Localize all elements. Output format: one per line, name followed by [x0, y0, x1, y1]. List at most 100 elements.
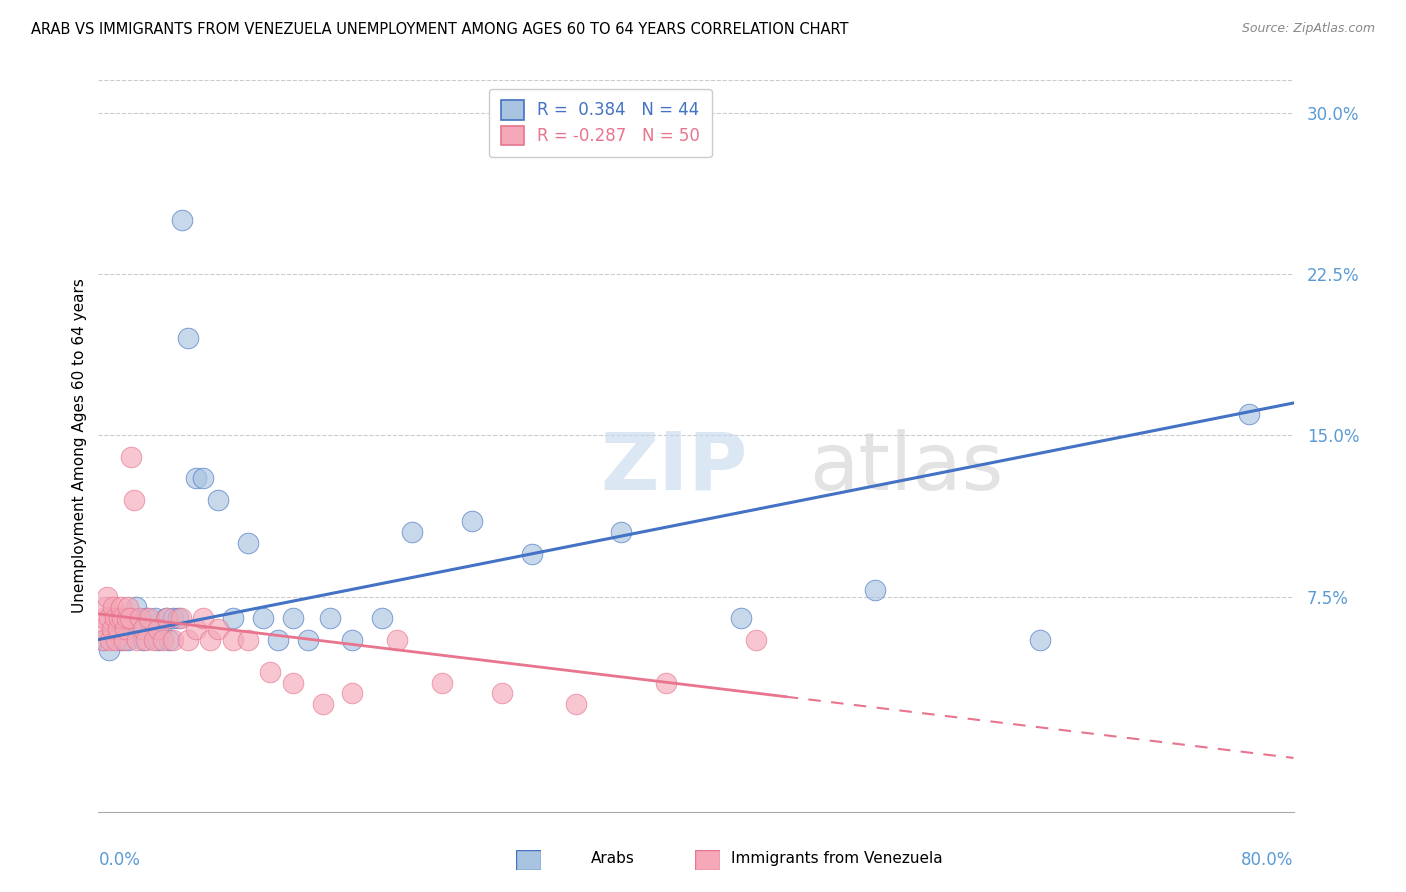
Point — [865, 583, 887, 598]
Point — [155, 611, 177, 625]
Point — [610, 524, 633, 539]
Point — [222, 611, 245, 625]
Point — [162, 632, 184, 647]
Point — [101, 622, 124, 636]
Text: Immigrants from Venezuela: Immigrants from Venezuela — [731, 851, 943, 865]
Point — [138, 611, 160, 625]
Text: atlas: atlas — [810, 429, 1004, 507]
Point — [128, 622, 150, 636]
Point — [191, 611, 214, 625]
Point — [93, 611, 115, 625]
Point — [129, 611, 152, 625]
Point — [96, 590, 118, 604]
Point — [148, 622, 170, 636]
Point — [127, 632, 149, 647]
Text: Source: ZipAtlas.com: Source: ZipAtlas.com — [1241, 22, 1375, 36]
Point — [90, 622, 112, 636]
Point — [430, 675, 453, 690]
Point — [118, 611, 141, 625]
Point — [104, 611, 127, 625]
Point — [281, 611, 304, 625]
Point — [281, 675, 304, 690]
Point — [132, 632, 155, 647]
Point — [207, 492, 229, 507]
Point — [236, 632, 259, 647]
Point — [162, 611, 184, 625]
Point — [105, 632, 128, 647]
Y-axis label: Unemployment Among Ages 60 to 64 years: Unemployment Among Ages 60 to 64 years — [72, 278, 87, 614]
Point — [98, 632, 122, 647]
Point — [142, 632, 165, 647]
Point — [103, 600, 125, 615]
Text: Arabs: Arabs — [591, 851, 634, 865]
Point — [139, 622, 162, 636]
Point — [114, 622, 136, 636]
Point — [191, 471, 214, 485]
Text: ZIP: ZIP — [600, 429, 748, 507]
Point — [132, 622, 155, 636]
Point — [311, 697, 333, 711]
Point — [259, 665, 281, 679]
Point — [143, 611, 166, 625]
Point — [114, 622, 136, 636]
Point — [97, 643, 120, 657]
Point — [177, 331, 200, 345]
Point — [252, 611, 274, 625]
Point — [107, 622, 129, 636]
Point — [150, 622, 173, 636]
Point — [111, 611, 134, 625]
Point — [152, 632, 174, 647]
Text: 0.0%: 0.0% — [98, 851, 141, 869]
Point — [172, 213, 194, 227]
Point — [117, 632, 139, 647]
Point — [236, 536, 259, 550]
Point — [117, 600, 139, 615]
Point — [745, 632, 768, 647]
Point — [157, 632, 180, 647]
Point — [110, 600, 132, 615]
Text: ARAB VS IMMIGRANTS FROM VENEZUELA UNEMPLOYMENT AMONG AGES 60 TO 64 YEARS CORRELA: ARAB VS IMMIGRANTS FROM VENEZUELA UNEMPL… — [31, 22, 848, 37]
Point — [385, 632, 409, 647]
Point — [125, 600, 148, 615]
Point — [342, 686, 364, 700]
Point — [156, 611, 179, 625]
Point — [101, 622, 124, 636]
Point — [730, 611, 752, 625]
Point — [461, 514, 484, 528]
Point — [401, 524, 423, 539]
Point — [177, 632, 200, 647]
Point — [110, 632, 132, 647]
Point — [124, 492, 146, 507]
Point — [112, 632, 135, 647]
Point — [93, 632, 115, 647]
Point — [184, 471, 207, 485]
Point — [342, 632, 364, 647]
Point — [104, 611, 127, 625]
Point — [565, 697, 588, 711]
Point — [169, 611, 191, 625]
Point — [115, 611, 138, 625]
Text: 80.0%: 80.0% — [1241, 851, 1294, 869]
Point — [108, 611, 131, 625]
Point — [107, 622, 129, 636]
Point — [184, 622, 207, 636]
Point — [120, 450, 142, 464]
Point — [148, 632, 170, 647]
Point — [200, 632, 222, 647]
Point — [94, 600, 117, 615]
Point — [166, 611, 188, 625]
Point — [135, 632, 157, 647]
Point — [1237, 407, 1260, 421]
Point — [319, 611, 342, 625]
Point — [97, 611, 120, 625]
Point — [91, 632, 114, 647]
Point — [491, 686, 513, 700]
Point — [297, 632, 319, 647]
Point — [111, 611, 134, 625]
Point — [135, 611, 157, 625]
Point — [1028, 632, 1050, 647]
Point — [222, 632, 245, 647]
Point — [520, 547, 543, 561]
Legend: R =  0.384   N = 44, R = -0.287   N = 50: R = 0.384 N = 44, R = -0.287 N = 50 — [489, 88, 711, 157]
Point — [207, 622, 229, 636]
